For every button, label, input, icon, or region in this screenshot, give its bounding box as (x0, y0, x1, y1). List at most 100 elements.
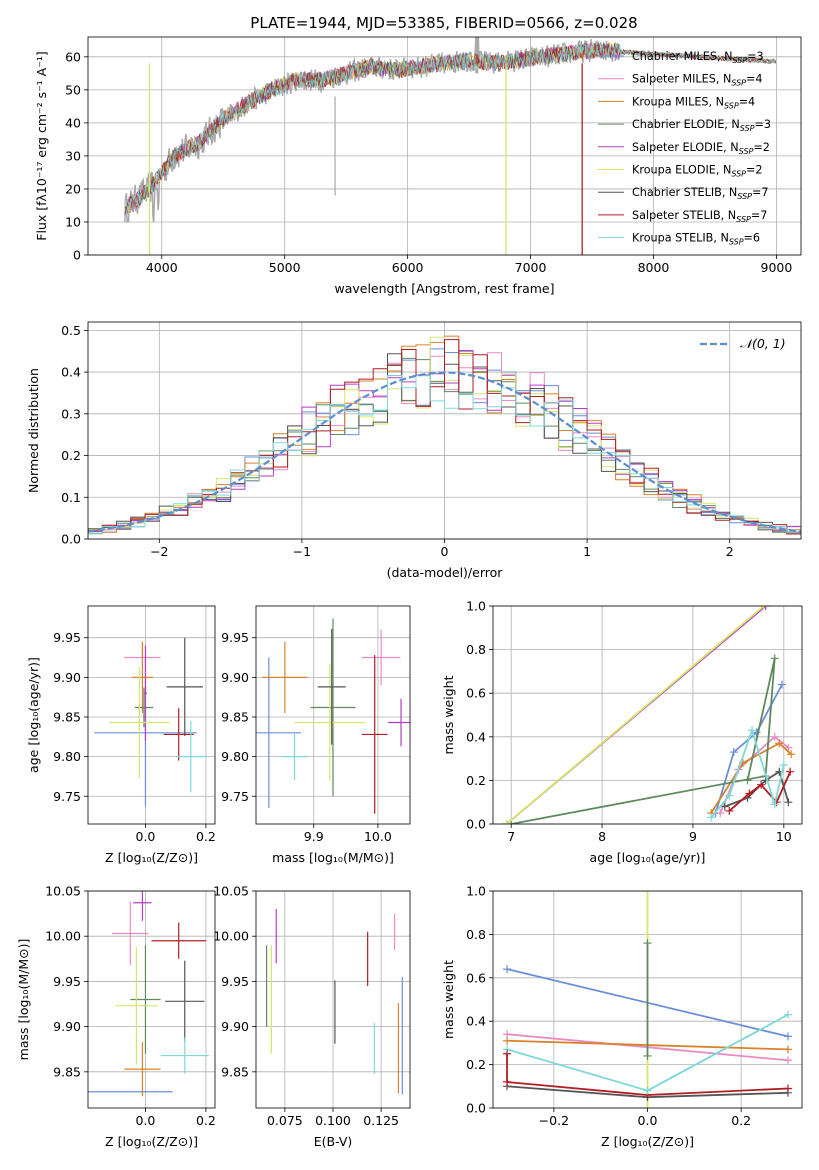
series-marker (783, 1032, 792, 1041)
point-chabrier-stelib (165, 960, 205, 1042)
series-marker (503, 1077, 512, 1086)
series-salpeter-miles (716, 732, 793, 818)
y-tick-label: 9.85 (53, 709, 81, 724)
point-salpeter-miles (112, 901, 149, 966)
residual-histogram-salpeter-stelib (88, 339, 801, 535)
series-kroupa-elodie (502, 606, 768, 824)
series-marker (716, 809, 725, 818)
series-marker (748, 726, 757, 735)
mass-vs-z-axes: 0.0 0.2 9.85 9.90 9.95 10.00 10.05 Z [log₁₀(Z/Z… (16, 884, 216, 1150)
y-tick-label: 9.75 (221, 789, 249, 804)
point-chabrier-elodie (310, 618, 356, 797)
gaussian-curve (88, 371, 801, 533)
x-tick-label: 0 (441, 544, 449, 559)
legend-label-chabrier-miles: Chabrier MILES, NSSP=3 (632, 50, 764, 65)
y-tick-label: 0.0 (61, 532, 81, 547)
y-axis-label: mass [log₁₀(M/M⊙)] (16, 939, 31, 1061)
y-tick-label: 9.90 (221, 1019, 249, 1034)
series-marker (643, 939, 652, 948)
y-tick-label: 10.05 (213, 884, 249, 899)
legend-label-chabrier-elodie: Chabrier ELODIE, NSSP=3 (632, 118, 771, 133)
series-marker (502, 820, 511, 824)
y-tick-label: 9.90 (221, 670, 249, 685)
age-vs-z-plot-area (94, 637, 206, 807)
age-vs-mass-plot-area (256, 618, 410, 814)
series-marker (783, 1045, 792, 1054)
x-tick-label: 8000 (638, 260, 670, 275)
x-axis-label: Z [log₁₀(Z/Z⊙)] (601, 1134, 694, 1149)
y-tick-label: 0.4 (61, 365, 81, 380)
series-line (506, 606, 765, 824)
series-marker (787, 750, 796, 759)
series-chabrier-elodie (507, 654, 779, 824)
series-marker (784, 798, 793, 807)
y-axis-label: Normed distribution (26, 368, 41, 493)
x-tick-label: 0.2 (731, 1113, 751, 1128)
weight-vs-z-axes: −0.2 0.0 0.2 0.0 0.2 0.4 0.6 0.8 1.0 Z [log₁₀(Z/Z… (441, 884, 803, 1149)
age-vs-mass-axes: 9.9 10.0 9.75 9.80 9.85 9.90 9.95 mass [log₁₀(M… (221, 605, 411, 865)
series-line (511, 658, 776, 824)
y-tick-label: 10.00 (45, 929, 81, 944)
x-axis-label: age [log₁₀(age/yr)] (590, 850, 706, 865)
y-tick-label: 0.2 (61, 448, 81, 463)
y-tick-label: 0.6 (466, 970, 486, 985)
spectrum-plot-area (124, 37, 777, 255)
x-tick-label: 10.0 (364, 829, 392, 844)
series-marker (643, 1051, 652, 1060)
point-kroupa-elodie (294, 663, 366, 782)
y-tick-label: 9.90 (53, 1019, 81, 1034)
series-marker (752, 728, 761, 737)
y-tick-label: 9.85 (53, 1064, 81, 1079)
y-axis-label: mass weight (441, 960, 456, 1039)
point-salpeter-stelib (151, 922, 206, 959)
series-marker (503, 965, 512, 974)
x-tick-label: 0.075 (267, 1113, 303, 1128)
axes-frame (255, 605, 411, 825)
residuals-plot-area (88, 335, 801, 537)
y-axis-label: age [log₁₀(age/yr)] (26, 657, 41, 773)
y-tick-label: 9.95 (53, 630, 81, 645)
x-axis-label: Z [log₁₀(Z/Z⊙)] (105, 850, 198, 865)
x-tick-label: 0.0 (136, 829, 156, 844)
y-tick-label: 0.4 (466, 729, 486, 744)
series-marker (729, 748, 738, 757)
point-chabrier-stelib (166, 637, 203, 737)
age-vs-z-axes: 0.0 0.2 9.75 9.80 9.85 9.90 9.95 Z [log₁₀(Z/Z⊙)… (26, 605, 216, 865)
point-chabrier-elodie (130, 945, 161, 1054)
y-tick-label: 9.80 (53, 749, 81, 764)
legend-label-kroupa-miles: Kroupa MILES, NSSP=4 (632, 95, 755, 110)
series-marker (707, 813, 716, 822)
x-tick-label: 0.2 (196, 829, 216, 844)
legend-label-kroupa-stelib: Kroupa STELIB, NSSP=6 (632, 232, 760, 247)
series-marker (643, 1104, 652, 1108)
series-line (714, 684, 783, 814)
x-tick-label: 9000 (761, 260, 793, 275)
mass-vs-ebv-axes: 0.075 0.100 0.125 9.85 9.90 9.95 10.00 10.05 E(B… (213, 884, 411, 1149)
y-tick-label: 0.2 (466, 1057, 486, 1072)
point-salpeter-elodie (133, 891, 152, 921)
x-tick-label: 9 (689, 829, 697, 844)
point-kroupa-elodie (109, 667, 170, 779)
y-axis-label: Flux [fλ10⁻¹⁷ erg cm⁻² s⁻¹ A⁻¹] (34, 51, 49, 240)
y-tick-label: 9.90 (53, 670, 81, 685)
y-tick-label: 0.8 (466, 642, 486, 657)
series-marker (778, 680, 787, 689)
series-chabrier-elodie (643, 939, 652, 1060)
gaussian-legend-label: 𝒩(0, 1) (740, 336, 786, 351)
series-marker (761, 606, 770, 610)
point-salpeter-elodie (143, 645, 147, 741)
y-tick-label: 10.00 (213, 929, 249, 944)
series-marker (770, 654, 779, 663)
figure-title: PLATE=1944, MJD=53385, FIBERID=0566, z=0… (250, 14, 637, 32)
series-marker (783, 1010, 792, 1019)
series-marker (503, 1049, 512, 1058)
series-marker (770, 800, 779, 809)
x-tick-label: −2 (150, 544, 168, 559)
y-tick-label: 0.6 (466, 686, 486, 701)
series-marker (786, 767, 795, 776)
x-tick-label: −1 (293, 544, 311, 559)
axes-frame (87, 605, 216, 825)
x-tick-label: 7000 (515, 260, 547, 275)
legend-label-salpeter-stelib: Salpeter STELIB, NSSP=7 (632, 209, 767, 224)
weight-vs-age-axes: 7 8 9 10 0.0 0.2 0.4 0.6 0.8 1.0 age [log₁₀(age/yr… (441, 599, 803, 865)
